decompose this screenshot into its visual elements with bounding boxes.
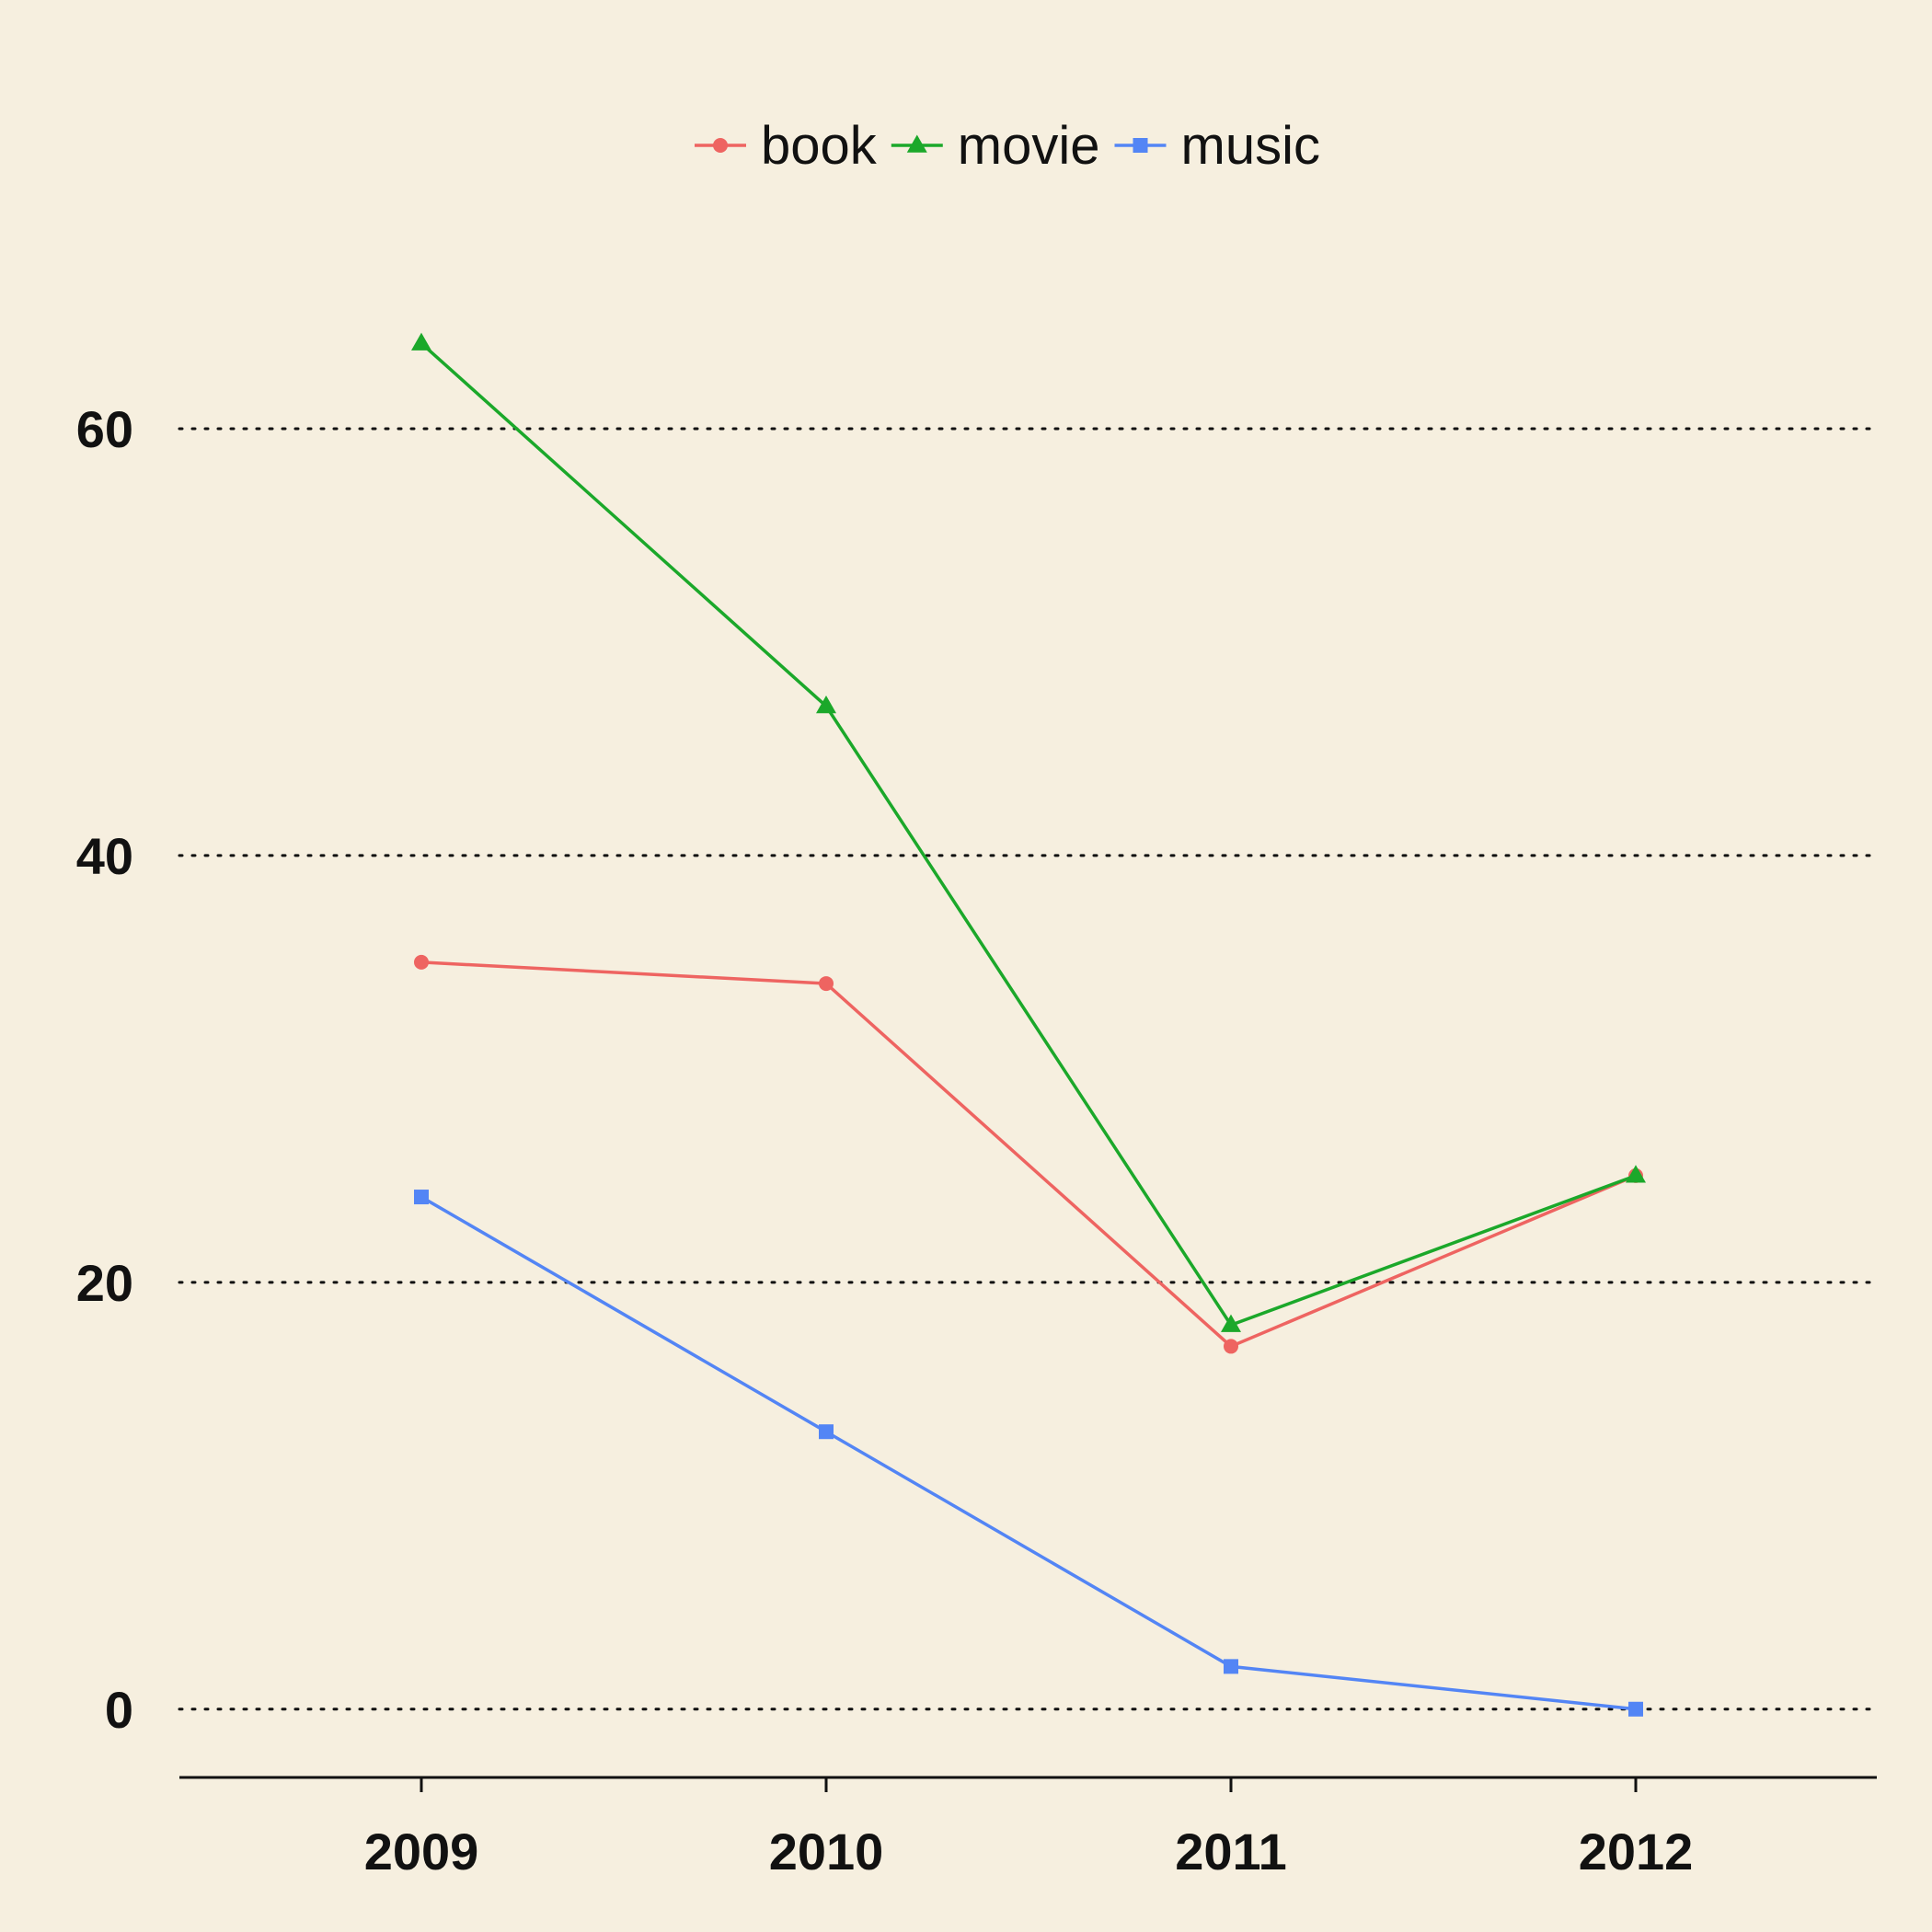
- series-line-movie: [420, 341, 1637, 1328]
- legend: book movie music: [695, 116, 1320, 176]
- data-point-music: [1628, 1701, 1643, 1717]
- y-tick-label: 0: [105, 1681, 133, 1739]
- legend-label: book: [761, 116, 878, 176]
- legend-marker-book: [713, 138, 728, 153]
- data-point-movie: [411, 332, 431, 351]
- gridlines: [178, 427, 1879, 1711]
- data-point-book: [819, 976, 834, 992]
- series-lines: [411, 332, 1646, 1717]
- data-point-movie: [1626, 1165, 1646, 1183]
- x-tick-label: 2010: [769, 1823, 884, 1880]
- data-point-music: [819, 1424, 834, 1440]
- legend-label: movie: [958, 116, 1100, 176]
- data-point-book: [414, 954, 429, 970]
- legend-item-movie: movie: [891, 116, 1100, 176]
- series-music: [414, 1190, 1643, 1717]
- x-tick-label: 2012: [1579, 1823, 1694, 1880]
- data-point-movie: [816, 695, 836, 714]
- y-tick-label: 20: [76, 1254, 133, 1312]
- x-axis-ticks: 2009 2010 2011 2012: [364, 1777, 1694, 1880]
- x-tick-label: 2009: [364, 1823, 479, 1880]
- series-line-book: [420, 960, 1637, 1349]
- x-tick-label: 2011: [1175, 1823, 1287, 1880]
- legend-item-book: book: [695, 116, 878, 176]
- data-point-movie: [1221, 1314, 1241, 1332]
- y-axis-tick-labels: 0 20 40 60: [76, 400, 133, 1739]
- y-tick-label: 60: [76, 400, 133, 458]
- legend-label: music: [1181, 116, 1320, 176]
- data-point-music: [1224, 1659, 1238, 1674]
- series-movie: [411, 332, 1646, 1332]
- series-line-music: [420, 1195, 1637, 1711]
- legend-marker-movie: [906, 134, 927, 153]
- legend-marker-music: [1133, 138, 1148, 153]
- y-tick-label: 40: [76, 827, 133, 885]
- data-point-music: [414, 1190, 429, 1205]
- data-point-book: [1224, 1339, 1238, 1354]
- legend-item-music: music: [1114, 116, 1320, 176]
